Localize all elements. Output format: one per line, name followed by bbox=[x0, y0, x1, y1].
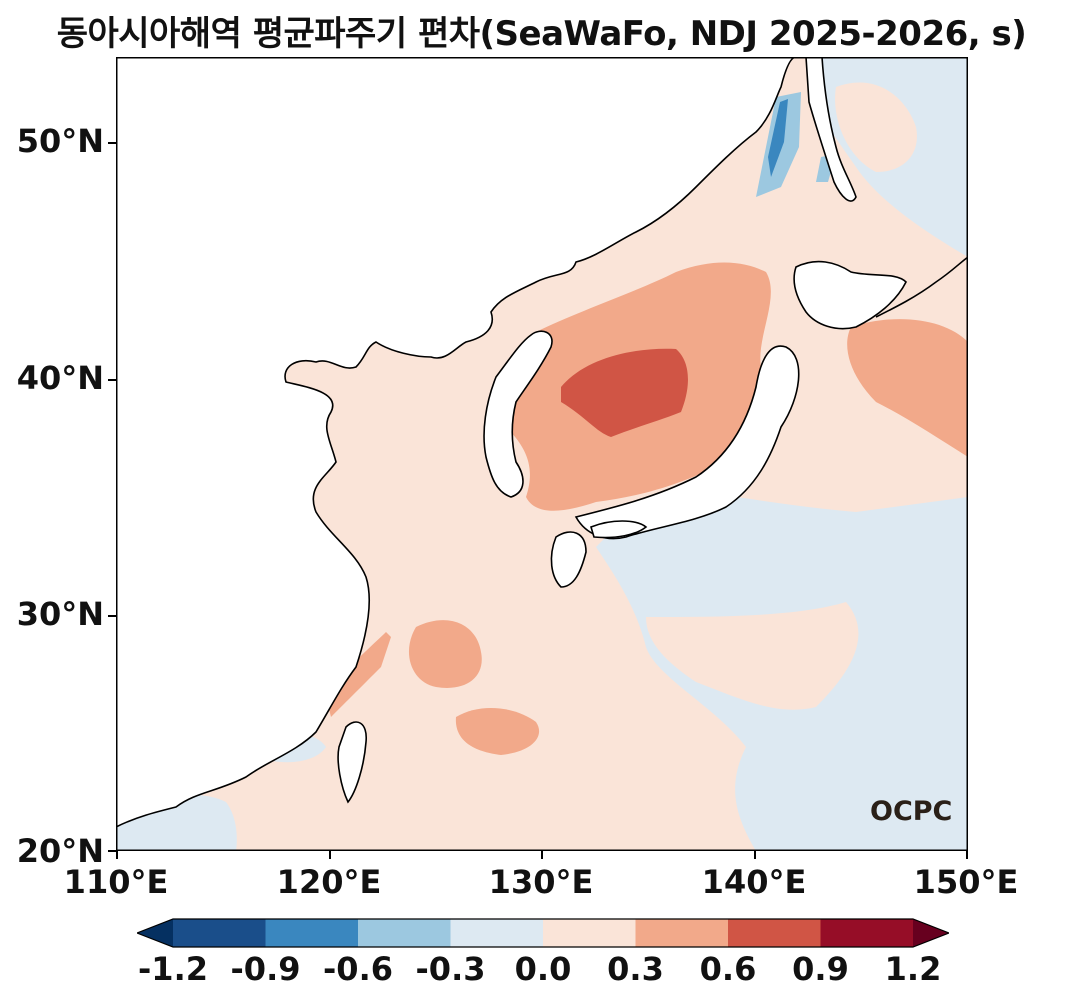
colorbar-label: 0.3 bbox=[607, 950, 664, 988]
land-japan-honshu bbox=[574, 345, 800, 540]
colorbar-label: 0.9 bbox=[792, 950, 849, 988]
colorbar-segment bbox=[543, 919, 636, 947]
colorbar-segment bbox=[450, 919, 544, 947]
anomaly-region-negative bbox=[646, 602, 859, 710]
land-taiwan bbox=[337, 721, 367, 804]
map-plot-area bbox=[116, 57, 968, 851]
x-tick-label-130e: 130°E bbox=[488, 863, 594, 901]
colorbar bbox=[137, 918, 949, 948]
y-tick-label-40n: 40°N bbox=[16, 359, 104, 397]
colorbar-label: -0.9 bbox=[230, 950, 301, 988]
x-tick-label-150e: 150°E bbox=[913, 863, 1019, 901]
anomaly-region-positive bbox=[326, 632, 391, 717]
colorbar-segment bbox=[265, 919, 359, 947]
x-tick-label-120e: 120°E bbox=[276, 863, 382, 901]
colorbar-label: 0.6 bbox=[699, 950, 757, 988]
y-tick bbox=[108, 142, 116, 144]
land-kuril-chain bbox=[875, 256, 968, 318]
land-korean-peninsula bbox=[483, 330, 553, 498]
colorbar-segment bbox=[635, 919, 729, 947]
y-tick-label-50n: 50°N bbox=[16, 122, 104, 160]
colorbar-segment bbox=[358, 919, 451, 947]
x-tick bbox=[116, 851, 118, 859]
y-tick-label-20n: 20°N bbox=[16, 832, 104, 870]
colorbar-segment bbox=[728, 919, 821, 947]
anomaly-region-strong-positive bbox=[561, 348, 688, 437]
land-japan-kyushu bbox=[550, 531, 587, 588]
colorbar-extend-low bbox=[137, 919, 173, 947]
y-tick bbox=[108, 850, 116, 852]
land-sakhalin bbox=[805, 57, 857, 202]
land-hokkaido bbox=[793, 260, 907, 330]
colorbar-segment bbox=[173, 919, 266, 947]
colorbar-label: 1.2 bbox=[884, 950, 942, 988]
ocpc-logo: OCPC bbox=[870, 796, 953, 827]
land-japan-shikoku bbox=[590, 520, 648, 539]
colorbar-segment bbox=[820, 919, 914, 947]
x-tick-label-140e: 140°E bbox=[701, 863, 807, 901]
colorbar-outline bbox=[137, 918, 949, 948]
colorbar-label: 0.0 bbox=[514, 950, 572, 988]
anomaly-region-negative bbox=[835, 82, 917, 172]
x-tick bbox=[329, 851, 331, 859]
y-tick bbox=[108, 379, 116, 381]
anomaly-region-positive bbox=[455, 707, 540, 755]
anomaly-region-positive bbox=[847, 319, 968, 457]
map-title: 동아시아해역 평균파주기 편차(SeaWaFo, NDJ 2025-2026, … bbox=[56, 14, 1027, 54]
y-tick bbox=[108, 615, 116, 617]
land-mainland-asia bbox=[116, 57, 797, 828]
anomaly-region-positive bbox=[408, 620, 482, 688]
y-tick-label-30n: 30°N bbox=[16, 595, 104, 633]
colorbar-extend-high bbox=[913, 919, 949, 947]
x-tick bbox=[541, 851, 543, 859]
x-tick bbox=[966, 851, 968, 859]
x-tick-label-110e: 110°E bbox=[63, 863, 169, 901]
anomaly-region-negative bbox=[768, 99, 788, 177]
colorbar-label: -0.3 bbox=[415, 950, 486, 988]
colorbar-label: -1.2 bbox=[138, 950, 208, 988]
x-tick bbox=[754, 851, 756, 859]
colorbar-label: -0.6 bbox=[323, 950, 393, 988]
